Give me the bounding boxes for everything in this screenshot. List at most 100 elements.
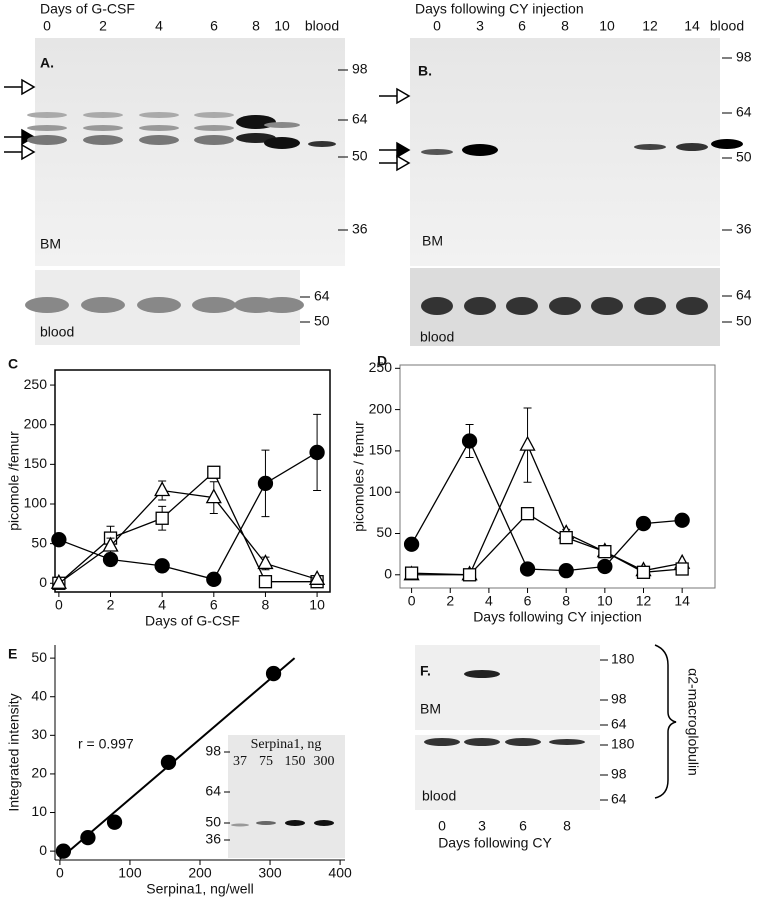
x-tick-label: 4 [158, 597, 166, 613]
arrow-head [396, 154, 411, 172]
lane-label: 10 [599, 18, 615, 34]
band [27, 112, 67, 118]
lane-label: 3 [476, 18, 484, 34]
band [464, 297, 496, 315]
lane-label: 8 [561, 18, 569, 34]
band [549, 297, 581, 315]
x-axis-label: Serpina1, ng/well [146, 881, 253, 897]
lane-label: 4 [155, 18, 163, 34]
x-tick-label: 0 [55, 597, 63, 613]
y-tick-label: 250 [24, 376, 48, 392]
y-tick-label: 150 [369, 442, 393, 458]
data-point [102, 536, 119, 552]
band [194, 135, 234, 145]
panel-label: F. [420, 663, 431, 679]
data-point [265, 665, 282, 682]
band [194, 112, 234, 118]
inset-title: Serpina1, ng [251, 737, 322, 752]
band [256, 821, 276, 825]
y-tick-label: 0 [39, 842, 47, 858]
data-point [154, 558, 170, 574]
y-tick-label: 100 [369, 483, 393, 499]
data-point [155, 511, 169, 525]
band [676, 143, 708, 151]
data-point [51, 532, 67, 548]
lane-label: 150 [285, 754, 306, 769]
y-tick-label: 100 [24, 495, 48, 511]
data-point [403, 536, 420, 552]
series-line [58, 489, 318, 584]
blot [415, 645, 600, 730]
panel-label: B. [418, 63, 432, 79]
region-label: BM [422, 233, 443, 249]
y-tick-label: 20 [31, 765, 47, 781]
caption: Days following CY [438, 835, 552, 851]
band [194, 125, 234, 131]
y-tick-label: 50 [31, 534, 47, 550]
lane-label: 6 [518, 18, 526, 34]
inset-blot [228, 735, 345, 858]
x-tick-label: 0 [408, 593, 416, 609]
band [83, 135, 123, 145]
lane-label: 8 [252, 18, 260, 34]
band [462, 144, 498, 156]
series-line [58, 471, 318, 584]
marker-label: 64 [736, 287, 752, 303]
strip-label: blood [420, 329, 454, 345]
data-point [258, 575, 273, 589]
band [27, 125, 67, 131]
arrow-head [396, 87, 411, 105]
lane-label: 37 [233, 754, 247, 769]
y-axis-label: picomoles / femur [351, 421, 367, 532]
marker-label: 98 [205, 743, 221, 759]
band [464, 670, 500, 678]
data-point [309, 569, 326, 585]
annotation: r = 0.997 [78, 736, 134, 752]
x-tick-label: 14 [674, 593, 690, 609]
marker-label: 98 [611, 691, 627, 707]
region-label: BM [420, 701, 441, 717]
marker-label: 180 [611, 736, 635, 752]
data-point [636, 565, 651, 579]
x-tick-label: 12 [636, 593, 652, 609]
marker-label: 64 [205, 783, 221, 799]
band [285, 820, 305, 826]
marker-label: 36 [736, 221, 752, 237]
y-tick-label: 10 [31, 803, 47, 819]
marker-label: 98 [736, 49, 752, 65]
x-axis-label: Days of G-CSF [145, 613, 240, 629]
band [139, 112, 179, 118]
band [505, 738, 541, 746]
series-line [411, 443, 683, 576]
x-tick-label: 10 [597, 593, 613, 609]
x-axis-label: Days following CY injection [473, 609, 642, 625]
band [231, 823, 249, 827]
data-point [558, 563, 574, 579]
lane-label: 75 [259, 754, 273, 769]
arrow-head [396, 141, 411, 159]
marker-label: 50 [352, 148, 368, 164]
lane-label: 0 [433, 18, 441, 34]
band [83, 112, 123, 118]
data-point [50, 573, 67, 589]
band [424, 738, 460, 746]
data-point [461, 433, 478, 449]
marker-label: 64 [611, 716, 627, 732]
band [634, 144, 666, 150]
marker-label: 64 [611, 791, 627, 807]
y-tick-label: 200 [24, 415, 48, 431]
data-point [160, 754, 177, 770]
marker-label: 64 [736, 104, 752, 120]
y-tick-label: 30 [31, 726, 47, 742]
arrow-head [21, 143, 36, 161]
panel-label: E [8, 646, 17, 662]
lane-label: 6 [519, 818, 527, 834]
data-point [206, 571, 222, 587]
band [137, 297, 181, 313]
lane-label: 0 [43, 18, 51, 34]
x-tick-label: 300 [258, 865, 282, 881]
lane-label: blood [710, 18, 744, 34]
y-tick-label: 50 [376, 524, 392, 540]
data-point [520, 507, 535, 521]
